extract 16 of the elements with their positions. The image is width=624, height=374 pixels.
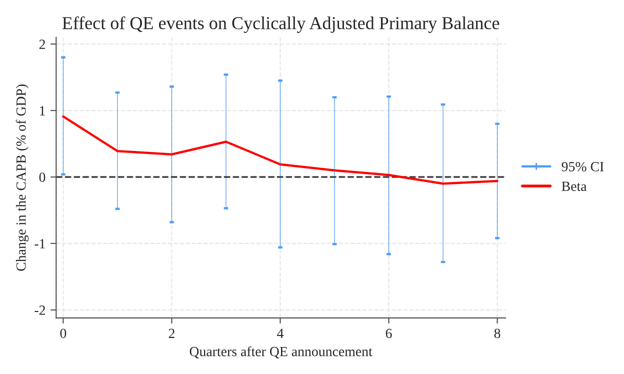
x-tick-label: 8 bbox=[494, 328, 500, 338]
x-tick-label: 6 bbox=[386, 328, 392, 338]
legend-label: Beta bbox=[562, 182, 587, 191]
y-tick-label: 2 bbox=[39, 40, 45, 49]
chart-title: Effect of QE events on Cyclically Adjusted Primary Balance bbox=[62, 16, 500, 33]
x-tick-label: 4 bbox=[277, 328, 284, 338]
x-tick-label: 0 bbox=[60, 328, 66, 338]
y-tick-label: 0 bbox=[39, 172, 46, 182]
y-tick-label: 1 bbox=[40, 106, 45, 116]
y-tick-label: -1 bbox=[34, 239, 45, 248]
x-axis-title: Quarters after QE announcement bbox=[190, 346, 372, 358]
y-axis-title: Change in the CAPB (% of GDP) bbox=[16, 84, 29, 271]
legend-label: 95% CI bbox=[562, 162, 604, 172]
x-tick-label: 2 bbox=[168, 328, 174, 338]
y-tick-label: -2 bbox=[34, 306, 45, 315]
line-series bbox=[62, 115, 498, 185]
